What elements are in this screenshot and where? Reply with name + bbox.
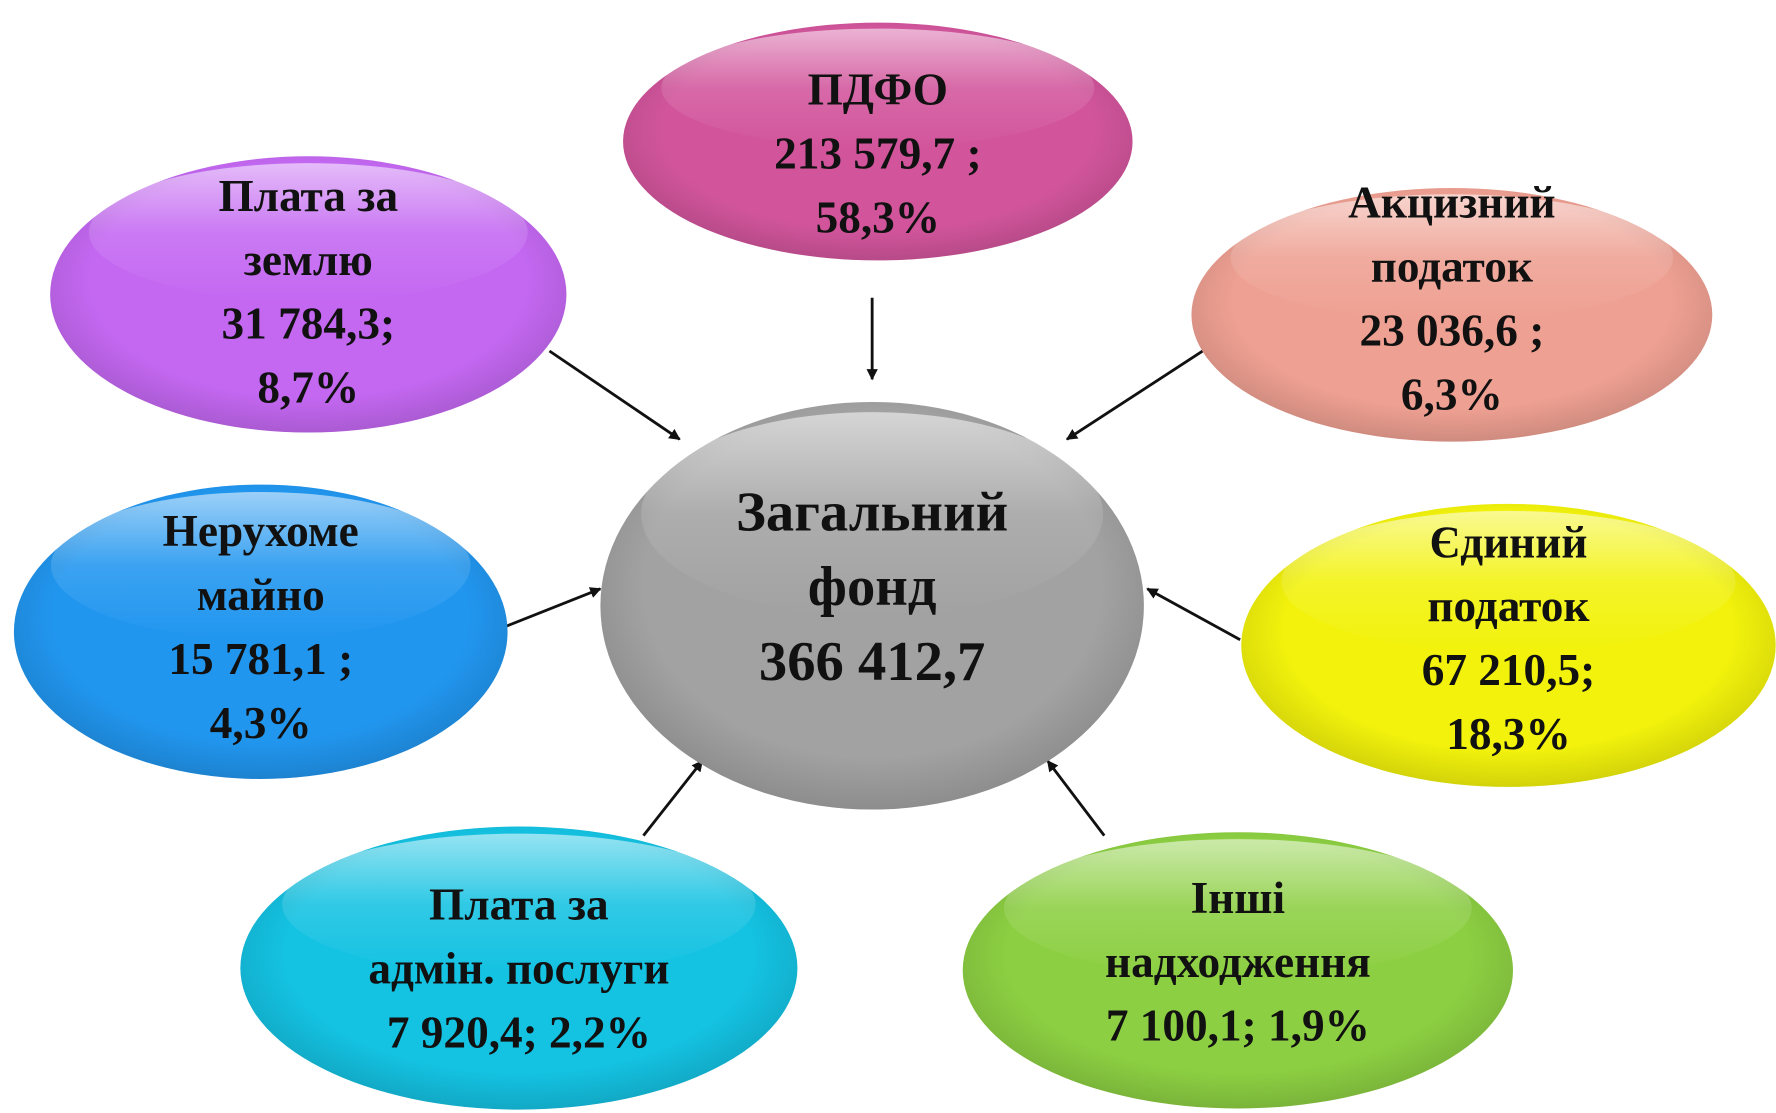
bubble-gloss: [1281, 510, 1736, 653]
bubble-text: 7 100,1; 1,9%: [1106, 1001, 1370, 1051]
bubble-gloss: [661, 28, 1095, 148]
bubble-text: податок: [1371, 242, 1534, 292]
bubble-text: Єдиний: [1430, 517, 1588, 567]
bubble-text: 15 781,1 ;: [168, 634, 353, 684]
bubble-text: Загальний: [736, 481, 1008, 543]
arrow: [548, 349, 681, 441]
bubble-text: 23 036,6 ;: [1359, 306, 1544, 356]
bubble-text: 8,7%: [257, 363, 359, 413]
bubble-text: майно: [197, 570, 325, 620]
bubble-text: 4,3%: [210, 698, 312, 748]
bubble-text: Акцизний: [1348, 178, 1555, 228]
bubble-text: 213 579,7 ;: [774, 128, 981, 178]
bubble-text: Інші: [1191, 873, 1286, 923]
arrow: [642, 759, 704, 837]
bubble-gloss: [282, 833, 756, 976]
bubble-gloss: [1003, 839, 1472, 978]
arrow: [1046, 759, 1106, 837]
bubble-text: 67 210,5;: [1422, 645, 1596, 695]
bubble-text: податок: [1427, 581, 1590, 631]
bubble-text: ПДФО: [808, 64, 948, 114]
arrow: [1146, 587, 1241, 641]
bubble-text: 366 412,7: [759, 631, 985, 693]
bubble-gloss: [88, 163, 528, 302]
arrow: [505, 587, 602, 628]
bubble-text: надходження: [1105, 937, 1371, 987]
bubble-text: фонд: [808, 556, 937, 618]
bubble-gloss: [641, 412, 1104, 616]
bubble-gloss: [1230, 194, 1674, 322]
arrow: [1065, 349, 1204, 441]
bubble-text: 18,3%: [1446, 709, 1570, 759]
bubble-text: 58,3%: [816, 192, 940, 242]
bubble-text: Плата за: [218, 171, 398, 221]
bubble-text: землю: [244, 235, 373, 285]
bubble-text: 31 784,3;: [222, 299, 396, 349]
bubble-text: Нерухоме: [163, 506, 359, 556]
bubble-gloss: [50, 491, 471, 640]
bubble-text: Плата за: [429, 880, 609, 930]
bubble-text: 6,3%: [1401, 370, 1503, 420]
bubble-text: адмін. послуги: [368, 944, 669, 994]
bubble-text: 7 920,4; 2,2%: [387, 1008, 651, 1058]
